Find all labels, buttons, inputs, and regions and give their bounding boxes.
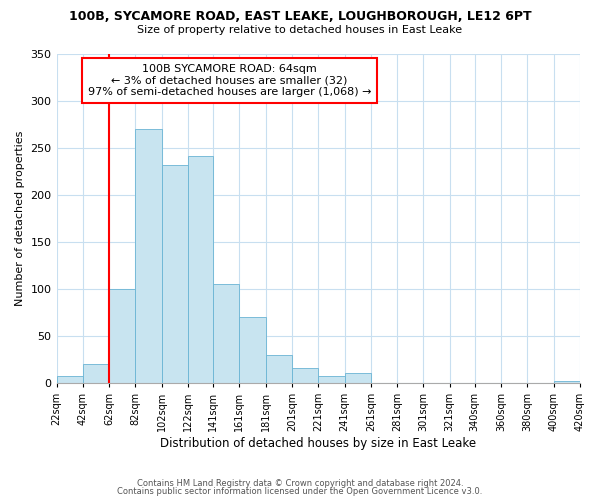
- Bar: [56, 376, 83, 383]
- Bar: [344, 372, 371, 383]
- Bar: [266, 355, 292, 383]
- Y-axis label: Number of detached properties: Number of detached properties: [15, 131, 25, 306]
- Bar: [136, 129, 162, 383]
- Text: Size of property relative to detached houses in East Leake: Size of property relative to detached ho…: [137, 25, 463, 35]
- Bar: [188, 156, 213, 383]
- Bar: [162, 165, 188, 383]
- Bar: [109, 289, 136, 383]
- Bar: [318, 376, 344, 383]
- Bar: [554, 381, 580, 383]
- Text: 100B, SYCAMORE ROAD, EAST LEAKE, LOUGHBOROUGH, LE12 6PT: 100B, SYCAMORE ROAD, EAST LEAKE, LOUGHBO…: [68, 10, 532, 23]
- Bar: [83, 364, 109, 383]
- Text: 100B SYCAMORE ROAD: 64sqm
← 3% of detached houses are smaller (32)
97% of semi-d: 100B SYCAMORE ROAD: 64sqm ← 3% of detach…: [88, 64, 371, 97]
- Text: Contains public sector information licensed under the Open Government Licence v3: Contains public sector information licen…: [118, 487, 482, 496]
- Text: Contains HM Land Registry data © Crown copyright and database right 2024.: Contains HM Land Registry data © Crown c…: [137, 478, 463, 488]
- Bar: [292, 368, 318, 383]
- Bar: [213, 284, 239, 383]
- Bar: [239, 317, 266, 383]
- X-axis label: Distribution of detached houses by size in East Leake: Distribution of detached houses by size …: [160, 437, 476, 450]
